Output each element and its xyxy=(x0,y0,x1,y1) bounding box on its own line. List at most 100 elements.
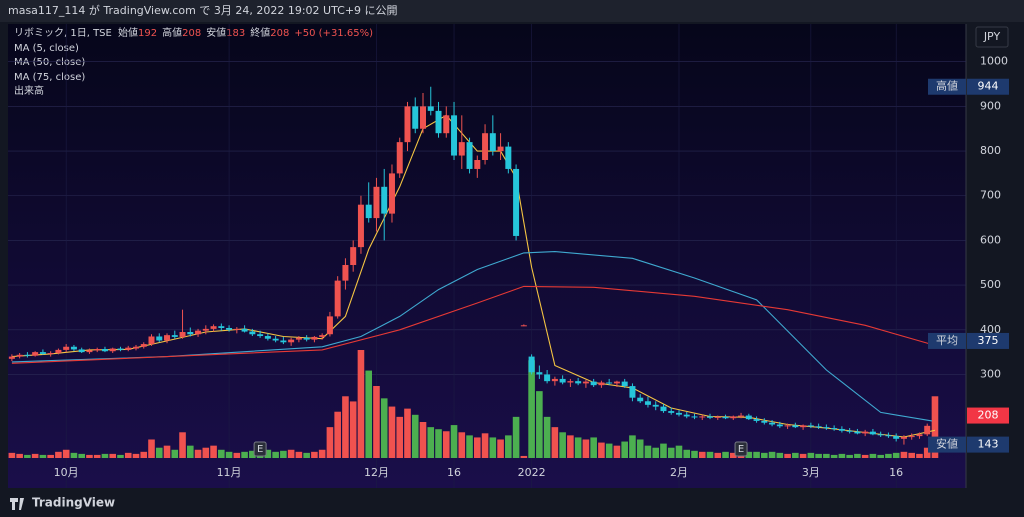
candle-body xyxy=(187,332,194,335)
volume-bar xyxy=(117,454,124,458)
candle-body xyxy=(226,327,233,330)
candle-body xyxy=(497,146,504,152)
indicator: MA (5, close) xyxy=(14,43,79,54)
candle-body xyxy=(63,346,70,350)
price-tag: 143 xyxy=(978,438,999,451)
candle-body xyxy=(559,378,566,383)
price-tag: 208 xyxy=(978,409,999,422)
volume-bar xyxy=(287,449,295,458)
volume-bar xyxy=(8,452,16,458)
volume-bar xyxy=(512,416,520,458)
candle-body xyxy=(800,425,807,428)
volume-bar xyxy=(318,449,326,458)
candle-body xyxy=(101,348,108,352)
candle-body xyxy=(78,349,85,353)
currency-box xyxy=(975,26,1009,48)
candle-body xyxy=(784,425,791,427)
volume-bar xyxy=(551,427,559,458)
candle-body xyxy=(202,328,209,331)
candle-body xyxy=(326,316,333,335)
candle-body xyxy=(16,354,23,357)
y-tick-label: 300 xyxy=(980,367,1001,380)
brand: TradingView xyxy=(32,496,115,510)
candle-body xyxy=(334,280,341,317)
y-tick-label: 800 xyxy=(980,144,1001,157)
x-tick-label: 2月 xyxy=(670,466,688,479)
volume-bar xyxy=(39,454,47,458)
candle-body xyxy=(86,350,93,353)
candle-body xyxy=(420,106,427,129)
candle-body xyxy=(148,336,155,345)
volume-bar xyxy=(326,427,334,458)
candle-body xyxy=(652,404,659,407)
event-label: E xyxy=(257,444,263,455)
candle-body xyxy=(854,431,861,434)
price-tag-bg xyxy=(967,436,1009,453)
candle-body xyxy=(831,428,838,430)
candle-body xyxy=(171,335,178,337)
volume-bar xyxy=(109,453,117,458)
candle-body xyxy=(893,436,900,439)
volume-bar xyxy=(830,454,838,458)
volume-bar xyxy=(528,360,535,458)
volume-bar xyxy=(761,452,768,458)
price-tag-label-bg xyxy=(928,436,966,453)
x-tick-label: 16 xyxy=(447,466,461,479)
publish-info: masa117_114 が TradingView.com で 3月 24, 2… xyxy=(8,3,398,17)
volume-bar xyxy=(722,451,729,458)
candle-body xyxy=(140,344,147,347)
volume-bar xyxy=(644,445,652,458)
indicator: MA (50, close) xyxy=(14,57,85,68)
volume-bar xyxy=(411,414,419,458)
candle-body xyxy=(908,436,915,438)
candle-body xyxy=(404,106,411,143)
volume-bar xyxy=(311,451,318,458)
volume-bar xyxy=(264,449,272,458)
legend-value: 183 xyxy=(226,28,245,39)
candle-body xyxy=(156,336,163,341)
candle-body xyxy=(722,416,729,419)
x-tick-label: 10月 xyxy=(54,466,79,479)
volume-bar xyxy=(807,452,815,458)
volume-bar xyxy=(78,453,85,458)
volume-bar xyxy=(442,431,450,458)
candle-body xyxy=(598,382,605,386)
candle-body xyxy=(466,142,473,169)
legend-label: 安値 xyxy=(206,26,226,39)
legend-label: 終値 xyxy=(250,26,270,39)
candle-body xyxy=(451,115,458,156)
volume-bar xyxy=(745,451,753,458)
volume-bar xyxy=(233,452,241,458)
candle-body xyxy=(877,434,884,436)
y-tick-label: 400 xyxy=(980,323,1001,336)
candle-body xyxy=(505,146,512,169)
volume-bar xyxy=(365,370,373,458)
x-tick-label: 3月 xyxy=(802,466,820,479)
candle-body xyxy=(388,173,395,214)
volume-bar xyxy=(101,453,109,458)
candle-body xyxy=(396,142,403,174)
price-tag-bg xyxy=(967,407,1009,424)
candle-body xyxy=(761,420,768,423)
volume-bar xyxy=(70,452,78,458)
candle-body xyxy=(24,354,31,356)
candle-body xyxy=(637,397,644,402)
price-tag-bg xyxy=(967,332,1009,349)
candle-body xyxy=(753,419,760,421)
ma-line xyxy=(11,114,936,438)
candle-body xyxy=(482,133,489,161)
candle-body xyxy=(668,411,675,413)
x-tick-label: 11月 xyxy=(217,466,242,479)
volume-bar xyxy=(295,451,303,458)
volume-bar xyxy=(869,453,877,458)
candle-body xyxy=(125,347,132,350)
volume-bar xyxy=(823,453,830,458)
candle-body xyxy=(210,326,217,329)
y-tick-label: 700 xyxy=(980,189,1001,202)
volume-bar xyxy=(559,432,566,458)
price-tag-bg xyxy=(967,78,1009,95)
volume-bar xyxy=(605,443,613,458)
candle-body xyxy=(241,328,248,332)
volume-bar xyxy=(854,453,861,458)
